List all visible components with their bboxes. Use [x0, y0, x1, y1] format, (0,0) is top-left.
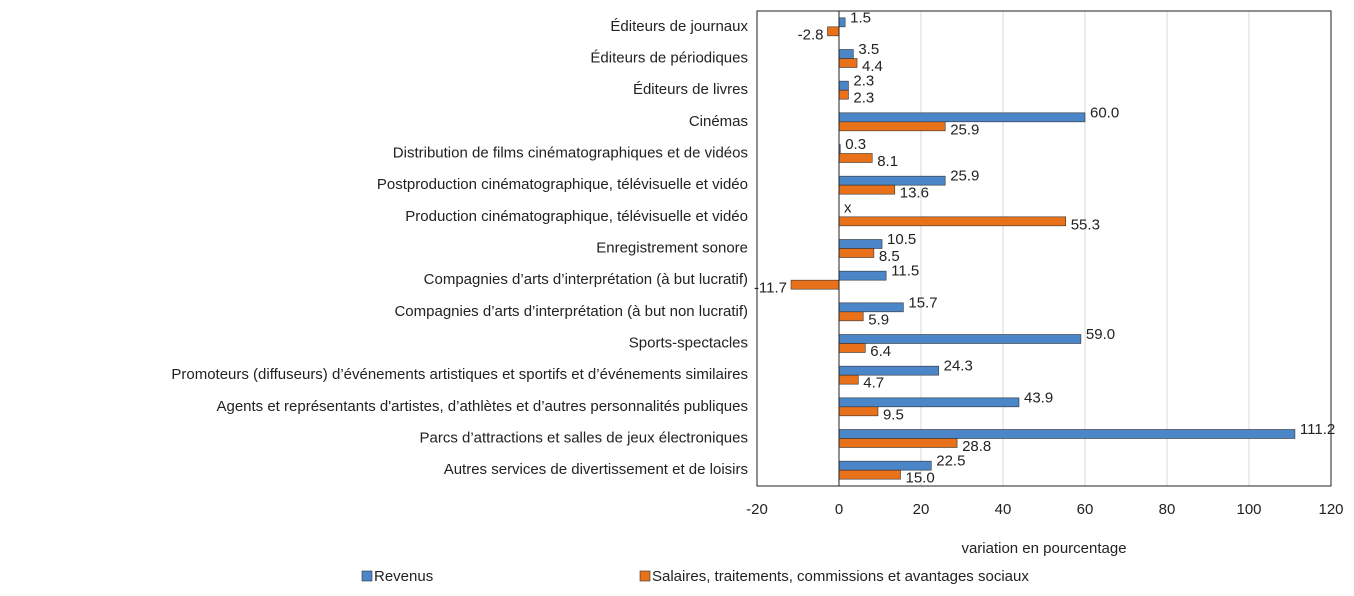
- bar: [838, 121, 946, 132]
- bar: [838, 365, 939, 376]
- data-label: 8.5: [879, 248, 900, 265]
- data-label: 28.8: [962, 438, 991, 455]
- bar: [838, 438, 958, 448]
- bar: [838, 311, 864, 322]
- x-tick-label: -20: [746, 501, 768, 518]
- x-tick-label: 40: [995, 501, 1012, 518]
- data-label: 8.1: [877, 153, 898, 170]
- category-label: Autres services de divertissement et de …: [444, 461, 748, 478]
- data-label: 59.0: [1086, 326, 1115, 343]
- x-tick-label: 0: [835, 501, 843, 518]
- bar: [827, 26, 840, 37]
- data-label: 22.5: [936, 453, 965, 470]
- data-label: 15.0: [906, 470, 935, 487]
- legend-swatch: [639, 570, 651, 582]
- bar: [838, 175, 946, 186]
- category-label: Cinémas: [689, 113, 748, 130]
- data-label: 15.7: [908, 294, 937, 311]
- data-label: 25.9: [950, 168, 979, 185]
- bar: [838, 239, 883, 249]
- legend-label: Revenus: [374, 568, 433, 585]
- category-label: Sports-spectacles: [629, 334, 748, 351]
- bar: [838, 17, 846, 28]
- data-label: 1.5: [850, 9, 871, 26]
- data-label: 4.4: [862, 58, 883, 75]
- data-label: 60.0: [1090, 104, 1119, 121]
- bar: [838, 406, 879, 417]
- data-label: 10.5: [887, 231, 916, 248]
- bar: [838, 58, 858, 68]
- legend-label: Salaires, traitements, commissions et av…: [652, 568, 1029, 585]
- data-label: 3.5: [858, 41, 879, 58]
- bar: [838, 153, 873, 163]
- bar: [838, 89, 849, 100]
- data-label: 24.3: [944, 358, 973, 375]
- data-label: -2.8: [798, 26, 824, 43]
- bar: [838, 248, 875, 258]
- plot-frame: [756, 10, 1332, 487]
- data-label: 2.3: [853, 90, 874, 107]
- x-tick-label: 120: [1318, 501, 1343, 518]
- data-label: 5.9: [868, 311, 889, 328]
- data-label: 9.5: [883, 406, 904, 423]
- data-label: 6.4: [870, 343, 891, 360]
- category-label: Compagnies d’arts d’interprétation (à bu…: [394, 303, 748, 320]
- x-tick-label: 80: [1159, 501, 1176, 518]
- data-label: 0.3: [845, 136, 866, 153]
- bar: [838, 80, 849, 91]
- category-label: Parcs d’attractions et salles de jeux él…: [419, 429, 748, 446]
- category-label: Production cinématographique, télévisuel…: [405, 208, 748, 225]
- bar: [838, 374, 859, 385]
- data-label: 55.3: [1071, 216, 1100, 233]
- category-label: Distribution de films cinématographiques…: [393, 144, 748, 161]
- x-tick-label: 100: [1236, 501, 1261, 518]
- data-label: x: [844, 199, 852, 216]
- bar: [790, 279, 840, 290]
- bar: [838, 216, 1067, 227]
- category-label: Agents et représentants d'artistes, d’at…: [216, 398, 748, 415]
- bar: [838, 429, 1296, 439]
- data-label: 2.3: [853, 73, 874, 90]
- x-tick-label: 60: [1077, 501, 1094, 518]
- category-label: Éditeurs de périodiques: [590, 49, 748, 66]
- data-label: 4.7: [863, 375, 884, 392]
- category-label: Postproduction cinématographique, télévi…: [377, 176, 748, 193]
- bar: [838, 270, 887, 281]
- category-label: Éditeurs de livres: [633, 81, 748, 98]
- category-label: Enregistrement sonore: [596, 239, 748, 256]
- data-label: 25.9: [950, 121, 979, 138]
- category-label: Promoteurs (diffuseurs) d’événements art…: [171, 366, 748, 383]
- x-tick-label: 20: [913, 501, 930, 518]
- legend-swatch: [361, 570, 373, 582]
- data-label: 111.2: [1300, 421, 1335, 438]
- category-label: Compagnies d’arts d’interprétation (à bu…: [424, 271, 748, 288]
- data-label: 11.5: [891, 263, 919, 280]
- bar: [838, 469, 901, 480]
- bar: [838, 49, 854, 59]
- category-label: Éditeurs de journaux: [610, 18, 748, 35]
- bar: [838, 397, 1020, 408]
- data-label: 13.6: [900, 185, 929, 202]
- bar: [838, 184, 896, 195]
- bar: [838, 343, 866, 353]
- data-label: 43.9: [1024, 389, 1053, 406]
- x-axis-title: variation en pourcentage: [961, 540, 1126, 557]
- data-label: -11.7: [754, 280, 787, 297]
